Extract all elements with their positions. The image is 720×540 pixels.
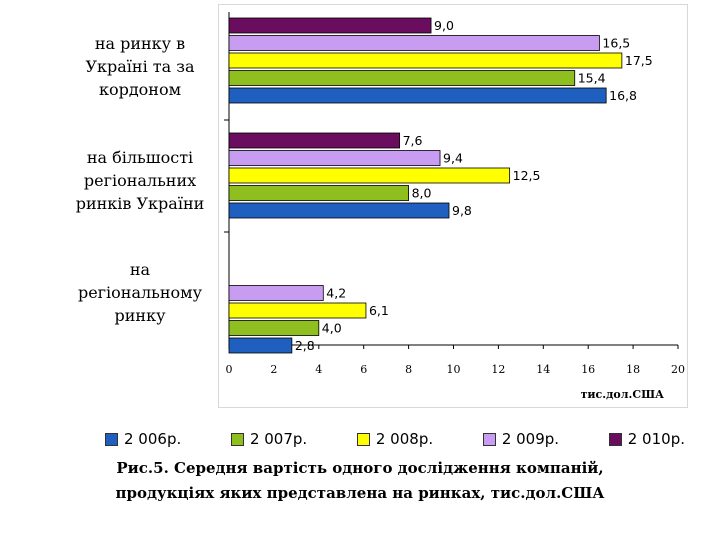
- bar-data-label: 6,1: [369, 303, 389, 318]
- x-tick-label: 10: [447, 363, 461, 376]
- legend-swatch: [105, 432, 118, 446]
- bar-data-label: 2,8: [295, 338, 315, 353]
- x-tick-label: 16: [581, 363, 595, 376]
- bar-data-label: 16,8: [609, 88, 637, 103]
- category-label-1: на більшості регіональних ринків України: [75, 148, 205, 213]
- bar: [228, 70, 576, 86]
- bar-data-label: 7,6: [403, 133, 423, 148]
- bar-chart: 0 2 4 6 8 10 12 14 16 18 20 тис.дол.США 16,815,4 17,5…: [224, 12, 685, 401]
- x-tick-label: 20: [671, 363, 685, 376]
- bar-data-label: 16,5: [602, 36, 630, 51]
- legend-item: 2 008р.: [356, 430, 434, 448]
- bar: [228, 87, 607, 104]
- category-label-0: на ринку в Україні та за кордоном: [85, 34, 195, 99]
- bar: [228, 132, 401, 149]
- x-axis-title: тис.дол.США: [581, 388, 664, 401]
- legend-swatch: [608, 432, 622, 446]
- bar-data-label: 12,5: [513, 168, 541, 183]
- figure-caption: Рис.5. Середня вартість одного досліджен…: [40, 456, 680, 506]
- bar-data-label: 4,0: [322, 321, 342, 336]
- legend-item: 2 009р.: [482, 430, 560, 448]
- bar-data-label: 15,4: [578, 71, 606, 86]
- caption-line: Рис.5. Середня вартість одного досліджен…: [116, 459, 604, 477]
- bar: [228, 302, 367, 319]
- legend-swatch: [230, 432, 244, 446]
- chart-frame: [218, 4, 688, 408]
- legend-label: 2 008р.: [375, 430, 434, 448]
- legend-label: 2 010р.: [627, 430, 685, 448]
- x-tick-label: 6: [360, 363, 367, 376]
- bar-data-label: 17,5: [625, 53, 653, 68]
- bar-data-label: 9,8: [452, 203, 472, 218]
- bar: [228, 52, 623, 69]
- bar-data-label: 9,4: [443, 151, 463, 166]
- bar: [228, 150, 441, 166]
- category-label-2: на регіональному ринку: [77, 260, 203, 325]
- bar: [228, 320, 320, 336]
- bar-data-label: 8,0: [412, 186, 432, 201]
- x-tick-label: 4: [315, 363, 322, 376]
- legend-swatch: [482, 432, 496, 446]
- bar: [228, 285, 324, 301]
- bar: [228, 337, 293, 354]
- legend-item: 2 006р.: [105, 430, 181, 448]
- bar: [228, 202, 450, 219]
- legend-item: 2 007р.: [230, 430, 308, 448]
- x-tick-label: 18: [626, 363, 640, 376]
- x-tick-label: 14: [536, 363, 550, 376]
- x-tick-label: 8: [405, 363, 412, 376]
- legend: 2 006р. 2 007р. 2 008р. 2 009р. 2 010р.: [105, 429, 685, 449]
- x-tick-label: 2: [270, 363, 277, 376]
- bar: [228, 185, 410, 201]
- caption-line: продукціях яких представлена на ринках, …: [115, 484, 605, 502]
- legend-label: 2 006р.: [124, 430, 182, 448]
- x-tick-label: 0: [226, 363, 233, 376]
- legend-label: 2 009р.: [501, 430, 560, 448]
- bar-data-label: 4,2: [326, 286, 346, 301]
- bar: [228, 35, 600, 51]
- legend-item: 2 010р.: [608, 430, 685, 448]
- bar: [228, 17, 432, 34]
- legend-swatch: [356, 432, 370, 446]
- x-tick-label: 12: [491, 363, 505, 376]
- legend-label: 2 007р.: [249, 430, 308, 448]
- bar: [228, 167, 511, 184]
- bar-data-label: 9,0: [434, 18, 454, 33]
